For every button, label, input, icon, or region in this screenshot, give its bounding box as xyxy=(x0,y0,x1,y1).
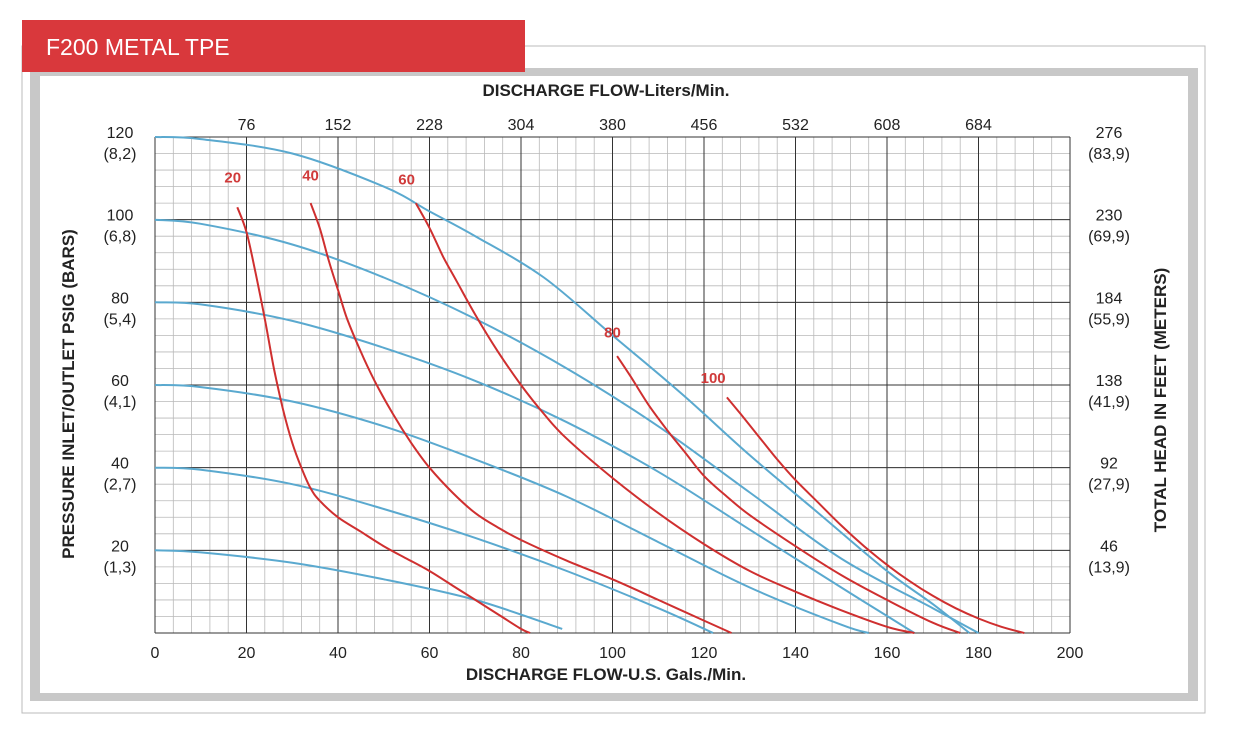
x-tick-label: 120 xyxy=(691,645,718,662)
x-tick-label: 60 xyxy=(421,645,439,662)
air-curve-label-100: 100 xyxy=(701,370,726,387)
air-curve-100 xyxy=(726,396,1025,634)
y2-tick-label-feet: 276 xyxy=(1096,125,1123,142)
y-tick-label-bar: (4,1) xyxy=(104,394,137,411)
air-curve-40 xyxy=(309,202,732,634)
pressure-curve-6 xyxy=(154,549,563,630)
x2-tick-label: 608 xyxy=(874,117,901,134)
y2-tick-label-feet: 184 xyxy=(1096,290,1123,307)
y2-tick-label-meters: (13,9) xyxy=(1088,559,1130,576)
air-curve-60 xyxy=(414,202,915,634)
x2-tick-label: 304 xyxy=(508,117,535,134)
y2-tick-label-meters: (41,9) xyxy=(1088,394,1130,411)
air-curve-20 xyxy=(236,206,531,634)
pressure-curve-5 xyxy=(154,466,714,634)
plot-area xyxy=(154,136,1071,634)
y-tick-label-psi: 100 xyxy=(107,208,134,225)
y2-tick-label-feet: 46 xyxy=(1100,538,1118,555)
y2-tick-label-meters: (27,9) xyxy=(1088,477,1130,494)
pressure-curve-1 xyxy=(154,136,971,634)
bottom-axis-title: DISCHARGE FLOW-U.S. Gals./Min. xyxy=(466,665,746,684)
y-tick-label-bar: (6,8) xyxy=(104,229,137,246)
right-axis-title: TOTAL HEAD IN FEET (METERS) xyxy=(1151,268,1170,532)
x-tick-label: 80 xyxy=(512,645,530,662)
x-tick-label: 40 xyxy=(329,645,347,662)
y-tick-label-psi: 80 xyxy=(111,290,129,307)
x-tick-label: 160 xyxy=(874,645,901,662)
x2-tick-label: 380 xyxy=(599,117,626,134)
axis-labels: 20 40 60 80 100 0 20 40 60 80 100 120 140 160 180 200 76… xyxy=(104,117,1130,662)
x-tick-label: 100 xyxy=(599,645,626,662)
y2-tick-label-meters: (55,9) xyxy=(1088,311,1130,328)
y-tick-label-bar: (5,4) xyxy=(104,311,137,328)
y2-tick-label-feet: 92 xyxy=(1100,456,1118,473)
x2-tick-label: 152 xyxy=(325,117,352,134)
y-tick-label-bar: (8,2) xyxy=(104,146,137,163)
y2-tick-label-feet: 230 xyxy=(1096,208,1123,225)
x2-tick-label: 456 xyxy=(691,117,718,134)
x2-tick-label: 228 xyxy=(416,117,443,134)
air-curve-label-60: 60 xyxy=(398,172,415,189)
x-tick-label: 200 xyxy=(1057,645,1084,662)
y-tick-label-psi: 40 xyxy=(111,456,129,473)
chart-title: F200 METAL TPE xyxy=(46,34,230,60)
y-tick-label-psi: 20 xyxy=(111,538,129,555)
left-axis-title: PRESSURE INLET/OUTLET PSIG (BARS) xyxy=(59,229,78,559)
top-axis-title: DISCHARGE FLOW-Liters/Min. xyxy=(482,81,729,100)
y-tick-label-bar: (1,3) xyxy=(104,559,137,576)
title-bar xyxy=(22,20,525,72)
y2-tick-label-feet: 138 xyxy=(1096,373,1123,390)
y2-tick-label-meters: (69,9) xyxy=(1088,229,1130,246)
air-curve-label-40: 40 xyxy=(302,167,319,184)
pressure-curve-2 xyxy=(154,218,979,634)
pressure-curve-4 xyxy=(154,384,869,634)
air-curve-80 xyxy=(616,355,961,634)
x-tick-label: 180 xyxy=(965,645,992,662)
y-tick-label-psi: 120 xyxy=(107,125,134,142)
y2-tick-label-meters: (83,9) xyxy=(1088,146,1130,163)
x-tick-label: 140 xyxy=(782,645,809,662)
x-tick-label: 0 xyxy=(151,645,160,662)
x2-tick-label: 76 xyxy=(238,117,256,134)
air-curve-label-80: 80 xyxy=(604,324,621,341)
x-tick-label: 20 xyxy=(238,645,256,662)
x2-tick-label: 532 xyxy=(782,117,809,134)
x2-tick-label: 684 xyxy=(965,117,992,134)
air-curve-label-20: 20 xyxy=(224,169,241,186)
y-tick-label-bar: (2,7) xyxy=(104,477,137,494)
y-tick-label-psi: 60 xyxy=(111,373,129,390)
